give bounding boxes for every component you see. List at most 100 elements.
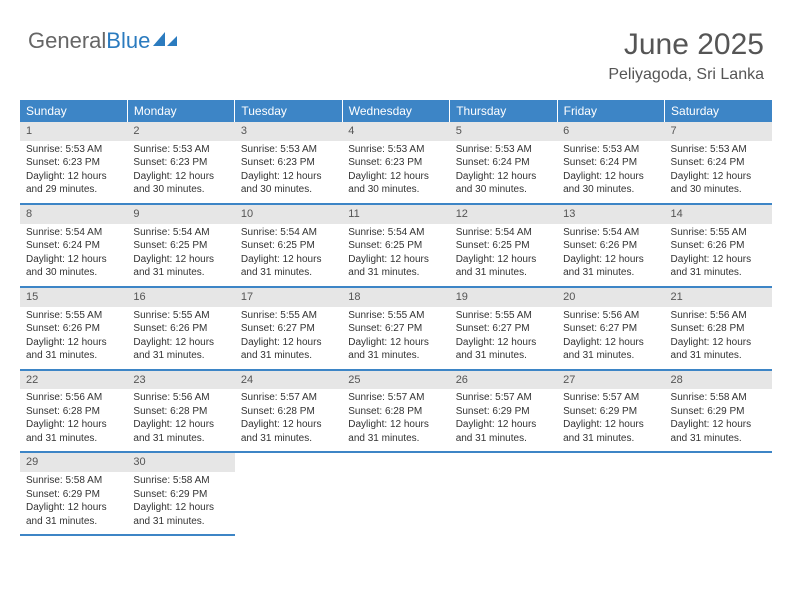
day-cell — [665, 452, 772, 535]
sunset-text: Sunset: 6:24 PM — [671, 156, 766, 170]
sunrise-text: Sunrise: 5:54 AM — [133, 226, 228, 240]
day-header-row: Sunday Monday Tuesday Wednesday Thursday… — [20, 100, 772, 122]
daylight-text: Daylight: 12 hours and 31 minutes. — [456, 253, 551, 280]
sunset-text: Sunset: 6:28 PM — [671, 322, 766, 336]
logo-text-1: General — [28, 28, 106, 54]
day-cell: 29Sunrise: 5:58 AMSunset: 6:29 PMDayligh… — [20, 452, 127, 535]
day-cell: 19Sunrise: 5:55 AMSunset: 6:27 PMDayligh… — [450, 287, 557, 370]
sunrise-text: Sunrise: 5:55 AM — [241, 309, 336, 323]
sunrise-text: Sunrise: 5:58 AM — [26, 474, 121, 488]
sunrise-text: Sunrise: 5:57 AM — [563, 391, 658, 405]
day-cell: 28Sunrise: 5:58 AMSunset: 6:29 PMDayligh… — [665, 370, 772, 453]
day-cell: 24Sunrise: 5:57 AMSunset: 6:28 PMDayligh… — [235, 370, 342, 453]
day-cell: 22Sunrise: 5:56 AMSunset: 6:28 PMDayligh… — [20, 370, 127, 453]
daylight-text: Daylight: 12 hours and 31 minutes. — [133, 501, 228, 528]
day-header: Tuesday — [235, 100, 342, 122]
day-number: 1 — [20, 122, 127, 141]
week-row: 22Sunrise: 5:56 AMSunset: 6:28 PMDayligh… — [20, 370, 772, 453]
sunset-text: Sunset: 6:28 PM — [133, 405, 228, 419]
day-number: 13 — [557, 205, 664, 224]
day-cell: 1Sunrise: 5:53 AMSunset: 6:23 PMDaylight… — [20, 122, 127, 204]
daylight-text: Daylight: 12 hours and 31 minutes. — [456, 418, 551, 445]
day-content: Sunrise: 5:54 AMSunset: 6:25 PMDaylight:… — [127, 224, 234, 286]
sunrise-text: Sunrise: 5:53 AM — [133, 143, 228, 157]
sunset-text: Sunset: 6:29 PM — [671, 405, 766, 419]
day-number: 30 — [127, 453, 234, 472]
day-content: Sunrise: 5:56 AMSunset: 6:28 PMDaylight:… — [20, 389, 127, 451]
sunset-text: Sunset: 6:29 PM — [133, 488, 228, 502]
month-title: June 2025 — [608, 28, 764, 62]
sunset-text: Sunset: 6:26 PM — [26, 322, 121, 336]
day-number: 26 — [450, 371, 557, 390]
daylight-text: Daylight: 12 hours and 31 minutes. — [671, 253, 766, 280]
logo-text-2: Blue — [106, 28, 150, 54]
day-content: Sunrise: 5:55 AMSunset: 6:27 PMDaylight:… — [450, 307, 557, 369]
day-cell: 23Sunrise: 5:56 AMSunset: 6:28 PMDayligh… — [127, 370, 234, 453]
sunrise-text: Sunrise: 5:55 AM — [456, 309, 551, 323]
day-number: 7 — [665, 122, 772, 141]
day-content: Sunrise: 5:56 AMSunset: 6:27 PMDaylight:… — [557, 307, 664, 369]
sunrise-text: Sunrise: 5:53 AM — [671, 143, 766, 157]
sunrise-text: Sunrise: 5:53 AM — [26, 143, 121, 157]
daylight-text: Daylight: 12 hours and 30 minutes. — [456, 170, 551, 197]
day-content: Sunrise: 5:53 AMSunset: 6:24 PMDaylight:… — [665, 141, 772, 203]
sunset-text: Sunset: 6:26 PM — [671, 239, 766, 253]
day-content: Sunrise: 5:54 AMSunset: 6:25 PMDaylight:… — [235, 224, 342, 286]
day-cell: 5Sunrise: 5:53 AMSunset: 6:24 PMDaylight… — [450, 122, 557, 204]
day-number: 12 — [450, 205, 557, 224]
day-content: Sunrise: 5:55 AMSunset: 6:26 PMDaylight:… — [20, 307, 127, 369]
day-number: 24 — [235, 371, 342, 390]
sunset-text: Sunset: 6:25 PM — [241, 239, 336, 253]
daylight-text: Daylight: 12 hours and 31 minutes. — [26, 418, 121, 445]
day-content: Sunrise: 5:56 AMSunset: 6:28 PMDaylight:… — [665, 307, 772, 369]
logo: GeneralBlue — [28, 28, 179, 54]
daylight-text: Daylight: 12 hours and 31 minutes. — [241, 418, 336, 445]
sunrise-text: Sunrise: 5:54 AM — [241, 226, 336, 240]
day-number: 19 — [450, 288, 557, 307]
sunset-text: Sunset: 6:29 PM — [456, 405, 551, 419]
sunset-text: Sunset: 6:26 PM — [563, 239, 658, 253]
day-number: 16 — [127, 288, 234, 307]
daylight-text: Daylight: 12 hours and 31 minutes. — [241, 253, 336, 280]
day-number: 5 — [450, 122, 557, 141]
sunrise-text: Sunrise: 5:57 AM — [456, 391, 551, 405]
day-number: 27 — [557, 371, 664, 390]
day-header: Friday — [557, 100, 664, 122]
day-number: 15 — [20, 288, 127, 307]
daylight-text: Daylight: 12 hours and 31 minutes. — [241, 336, 336, 363]
day-content: Sunrise: 5:54 AMSunset: 6:26 PMDaylight:… — [557, 224, 664, 286]
sunrise-text: Sunrise: 5:55 AM — [26, 309, 121, 323]
day-cell: 30Sunrise: 5:58 AMSunset: 6:29 PMDayligh… — [127, 452, 234, 535]
sunset-text: Sunset: 6:24 PM — [456, 156, 551, 170]
daylight-text: Daylight: 12 hours and 29 minutes. — [26, 170, 121, 197]
daylight-text: Daylight: 12 hours and 31 minutes. — [26, 501, 121, 528]
daylight-text: Daylight: 12 hours and 31 minutes. — [133, 336, 228, 363]
sunset-text: Sunset: 6:29 PM — [563, 405, 658, 419]
daylight-text: Daylight: 12 hours and 31 minutes. — [133, 253, 228, 280]
title-block: June 2025 Peliyagoda, Sri Lanka — [608, 28, 764, 84]
sunset-text: Sunset: 6:25 PM — [348, 239, 443, 253]
day-number: 2 — [127, 122, 234, 141]
day-header: Wednesday — [342, 100, 449, 122]
day-header: Saturday — [665, 100, 772, 122]
day-number: 18 — [342, 288, 449, 307]
day-number: 11 — [342, 205, 449, 224]
sunset-text: Sunset: 6:23 PM — [348, 156, 443, 170]
sunrise-text: Sunrise: 5:53 AM — [563, 143, 658, 157]
daylight-text: Daylight: 12 hours and 30 minutes. — [241, 170, 336, 197]
day-cell: 26Sunrise: 5:57 AMSunset: 6:29 PMDayligh… — [450, 370, 557, 453]
day-number: 17 — [235, 288, 342, 307]
sunrise-text: Sunrise: 5:54 AM — [26, 226, 121, 240]
day-content: Sunrise: 5:55 AMSunset: 6:26 PMDaylight:… — [665, 224, 772, 286]
day-cell: 17Sunrise: 5:55 AMSunset: 6:27 PMDayligh… — [235, 287, 342, 370]
day-cell: 13Sunrise: 5:54 AMSunset: 6:26 PMDayligh… — [557, 204, 664, 287]
day-cell: 25Sunrise: 5:57 AMSunset: 6:28 PMDayligh… — [342, 370, 449, 453]
day-content: Sunrise: 5:57 AMSunset: 6:29 PMDaylight:… — [557, 389, 664, 451]
daylight-text: Daylight: 12 hours and 30 minutes. — [26, 253, 121, 280]
day-content: Sunrise: 5:53 AMSunset: 6:23 PMDaylight:… — [20, 141, 127, 203]
sunrise-text: Sunrise: 5:55 AM — [348, 309, 443, 323]
sunrise-text: Sunrise: 5:54 AM — [563, 226, 658, 240]
sunrise-text: Sunrise: 5:56 AM — [26, 391, 121, 405]
week-row: 1Sunrise: 5:53 AMSunset: 6:23 PMDaylight… — [20, 122, 772, 204]
day-number: 21 — [665, 288, 772, 307]
